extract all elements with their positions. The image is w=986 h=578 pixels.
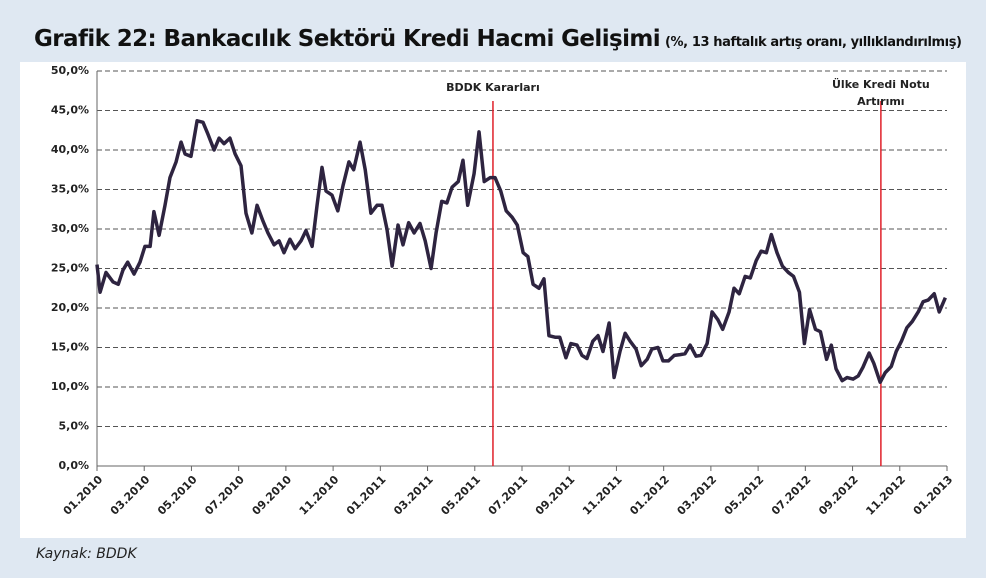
x-tick-label: 01.2011 xyxy=(344,473,389,518)
chart-subtitle: (%, 13 haftalık artış oranı, yıllıklandı… xyxy=(665,35,962,50)
data-line xyxy=(95,119,947,385)
y-tick-label: 20,0% xyxy=(51,301,89,314)
x-tick-label: 05.2010 xyxy=(155,473,200,518)
y-tick-label: 0,0% xyxy=(58,459,89,472)
annotation-label: Ülke Kredi Notu xyxy=(832,77,930,91)
y-tick-label: 15,0% xyxy=(51,341,89,354)
y-tick-label: 40,0% xyxy=(51,143,89,156)
x-tick-label: 03.2010 xyxy=(108,473,153,518)
x-tick-label: 03.2012 xyxy=(675,473,720,518)
x-tick-label: 09.2011 xyxy=(533,473,578,518)
x-tick-label: 07.2010 xyxy=(202,473,247,518)
y-tick-label: 35,0% xyxy=(51,183,89,196)
x-tick-label: 03.2011 xyxy=(391,473,436,518)
y-tick-label: 50,0% xyxy=(51,64,89,77)
x-tick-label: 07.2011 xyxy=(486,473,531,518)
x-tick-label: 09.2010 xyxy=(250,473,295,518)
x-tick-label: 01.2013 xyxy=(911,473,956,518)
x-tick-label: 07.2012 xyxy=(769,473,814,518)
x-tick-label: 11.2010 xyxy=(297,473,342,518)
y-tick-label: 5,0% xyxy=(58,420,89,433)
y-tick-label: 45,0% xyxy=(51,104,89,117)
y-tick-label: 10,0% xyxy=(51,380,89,393)
x-tick-label: 11.2011 xyxy=(580,473,625,518)
title-block: Grafik 22: Bankacılık Sektörü Kredi Hacm… xyxy=(34,26,962,52)
x-tick-label: 09.2012 xyxy=(816,473,861,518)
source: Kaynak: BDDK xyxy=(36,546,137,562)
x-tick-label: 05.2011 xyxy=(438,473,483,518)
x-tick-label: 01.2012 xyxy=(627,473,672,518)
x-tick-label: 05.2012 xyxy=(722,473,767,518)
x-tick-label: 11.2012 xyxy=(863,473,908,518)
annotation-label: Artırımı xyxy=(857,95,904,108)
y-tick-label: 25,0% xyxy=(51,262,89,275)
x-tick-label: 01.2010 xyxy=(61,473,106,518)
annotation-label: BDDK Kararları xyxy=(446,81,540,94)
chart-title: Grafik 22: Bankacılık Sektörü Kredi Hacm… xyxy=(34,26,661,52)
y-tick-label: 30,0% xyxy=(51,222,89,235)
